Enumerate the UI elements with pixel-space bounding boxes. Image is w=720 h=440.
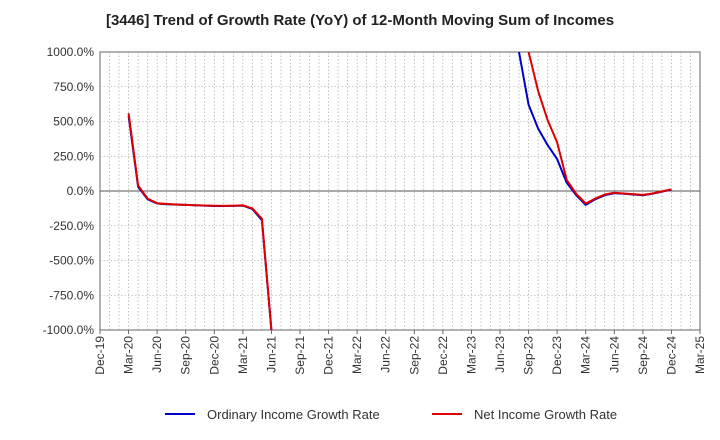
legend-net-income: Net Income Growth Rate	[432, 407, 617, 422]
x-tick-label: Mar-20	[122, 336, 136, 374]
axes: 1000.0% 750.0% 500.0% 250.0% 0.0% -250.0% -500…	[43, 45, 707, 375]
x-tick-label: Mar-21	[236, 336, 250, 374]
legend-ordinary-income: Ordinary Income Growth Rate	[165, 407, 380, 422]
x-tick-label: Dec-23	[550, 336, 564, 375]
x-tick-label: Dec-20	[207, 336, 221, 375]
net-income-line	[127, 113, 273, 330]
x-tick-label: Mar-25	[693, 336, 707, 374]
x-tick-label: Mar-22	[350, 336, 364, 374]
series-lines	[127, 52, 672, 330]
legend: Ordinary Income Growth Rate Net Income Gr…	[165, 407, 617, 422]
y-tick-label: 1000.0%	[47, 45, 95, 59]
x-tick-label: Dec-24	[664, 336, 678, 375]
x-tick-label: Jun-21	[264, 336, 278, 373]
x-tick-label: Mar-24	[579, 336, 593, 374]
x-tick-label: Jun-22	[379, 336, 393, 373]
y-tick-label: -750.0%	[49, 288, 94, 302]
x-tick-label: Dec-21	[322, 336, 336, 375]
grid-lines	[99, 51, 701, 331]
net-income-line	[527, 52, 672, 205]
x-tick-label: Jun-23	[493, 336, 507, 373]
x-tick-label: Dec-22	[436, 336, 450, 375]
x-tick-label: Dec-19	[93, 336, 107, 375]
legend-label: Ordinary Income Growth Rate	[207, 407, 380, 422]
chart-title: [3446] Trend of Growth Rate (YoY) of 12-…	[105, 12, 615, 29]
x-tick-label: Sep-24	[636, 336, 650, 375]
y-tick-label: -250.0%	[49, 219, 94, 233]
x-tick-label: Jun-20	[150, 336, 164, 373]
x-tick-label: Sep-22	[407, 336, 421, 375]
y-tick-label: 250.0%	[53, 149, 94, 163]
x-tick-label: Sep-21	[293, 336, 307, 375]
legend-label: Net Income Growth Rate	[474, 407, 617, 422]
y-tick-label: -500.0%	[49, 254, 94, 268]
x-tick-label: Sep-20	[179, 336, 193, 375]
x-tick-label: Sep-23	[522, 336, 536, 375]
y-tick-label: 750.0%	[53, 80, 94, 94]
y-tick-label: 500.0%	[53, 115, 94, 129]
x-tick-label: Jun-24	[607, 336, 621, 373]
x-tick-label: Mar-23	[464, 336, 478, 374]
y-tick-label: 0.0%	[67, 184, 95, 198]
y-tick-label: -1000.0%	[43, 323, 95, 337]
